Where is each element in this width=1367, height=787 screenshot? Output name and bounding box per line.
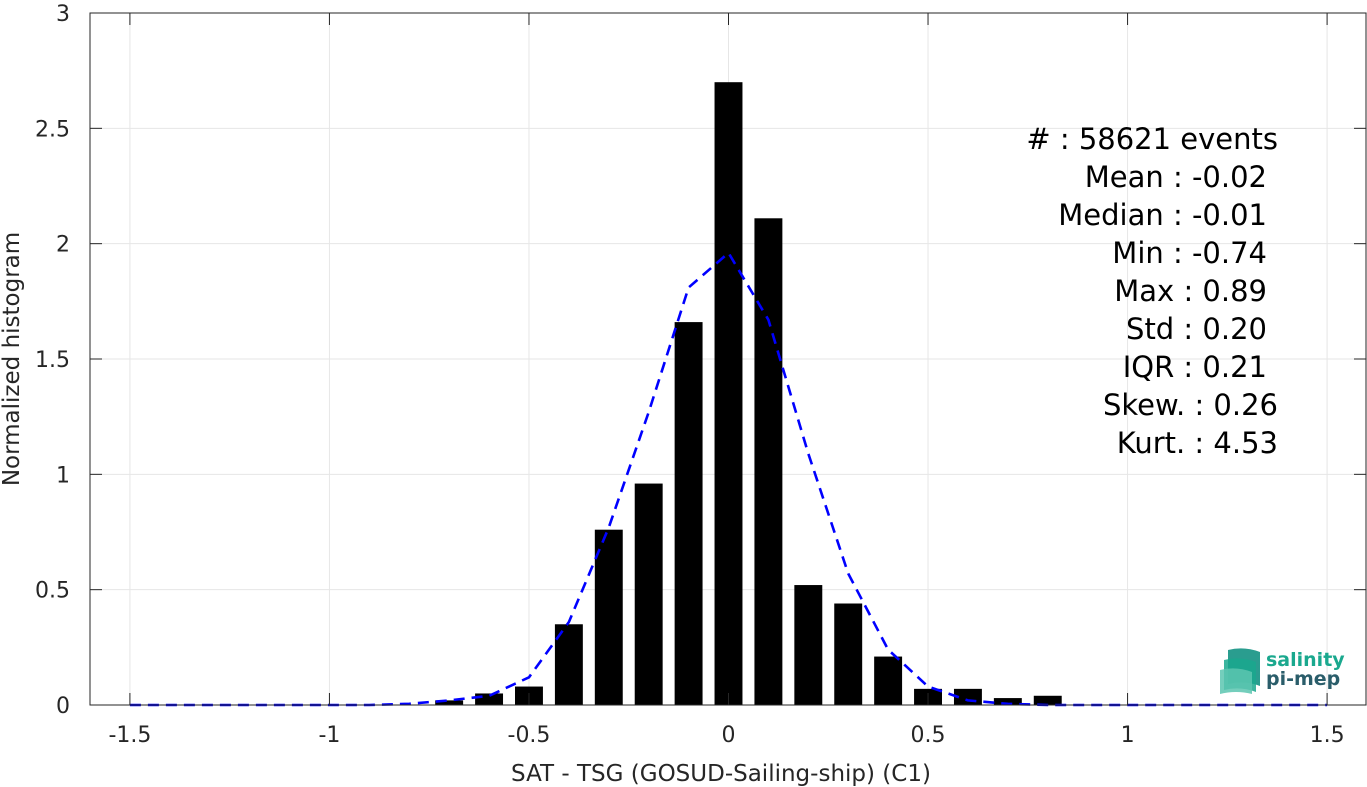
histogram-bar xyxy=(594,529,623,705)
y-axis-ticks: 0 0.5 1 1.5 2 2.5 3 xyxy=(35,2,1366,719)
y-tick-label: 0.5 xyxy=(35,579,70,604)
histogram-bar xyxy=(634,483,663,705)
stat-median: Median : -0.01 xyxy=(1058,198,1267,232)
statistics-annotation: # : 58621 events Mean : -0.02 Median : -… xyxy=(1026,122,1278,460)
stat-kurt: Kurt. : 4.53 xyxy=(1117,426,1278,460)
y-tick-label: 1.5 xyxy=(35,348,70,373)
histogram-bar xyxy=(1033,695,1062,705)
y-tick-label: 2.5 xyxy=(35,117,70,142)
stat-iqr: IQR : 0.21 xyxy=(1123,350,1267,384)
x-axis-label: SAT - TSG (GOSUD-Sailing-ship) (C1) xyxy=(511,761,931,787)
histogram-bar xyxy=(475,693,504,705)
stat-events: # : 58621 events xyxy=(1026,122,1278,156)
histogram-bars xyxy=(435,82,1062,705)
x-tick-label: -0.5 xyxy=(508,723,551,748)
histogram-bar xyxy=(993,698,1022,705)
logo-text-salinity: salinity xyxy=(1266,649,1345,671)
x-tick-label: 1.5 xyxy=(1310,723,1345,748)
stat-skew: Skew. : 0.26 xyxy=(1103,388,1278,422)
x-tick-label: 1 xyxy=(1121,723,1135,748)
histogram-bar xyxy=(834,603,863,705)
salinity-pi-mep-logo: salinity pi-mep xyxy=(1220,648,1345,694)
histogram-bar xyxy=(714,82,743,705)
x-axis-ticks: -1.5 -1 -0.5 0 0.5 1 1.5 xyxy=(108,13,1345,748)
histogram-bar xyxy=(435,700,464,705)
histogram-bar xyxy=(874,656,903,705)
y-tick-label: 3 xyxy=(56,2,70,27)
x-tick-label: -1.5 xyxy=(108,723,151,748)
y-tick-label: 1 xyxy=(56,463,70,488)
histogram-bar xyxy=(754,218,783,705)
logo-text-pi-mep: pi-mep xyxy=(1266,668,1340,690)
histogram-bar xyxy=(554,624,583,705)
y-axis-label: Normalized histogram xyxy=(0,232,25,486)
x-tick-label: 0 xyxy=(722,723,736,748)
y-tick-label: 2 xyxy=(56,233,70,258)
logo-waves-icon xyxy=(1220,648,1260,694)
stat-max: Max : 0.89 xyxy=(1114,274,1267,308)
stat-min: Min : -0.74 xyxy=(1112,236,1267,270)
stat-std: Std : 0.20 xyxy=(1126,312,1267,346)
histogram-bar xyxy=(794,585,823,705)
y-tick-label: 0 xyxy=(56,694,70,719)
stat-mean: Mean : -0.02 xyxy=(1085,160,1267,194)
x-tick-label: 0.5 xyxy=(911,723,946,748)
histogram-bar xyxy=(674,322,703,705)
x-tick-label: -1 xyxy=(318,723,340,748)
